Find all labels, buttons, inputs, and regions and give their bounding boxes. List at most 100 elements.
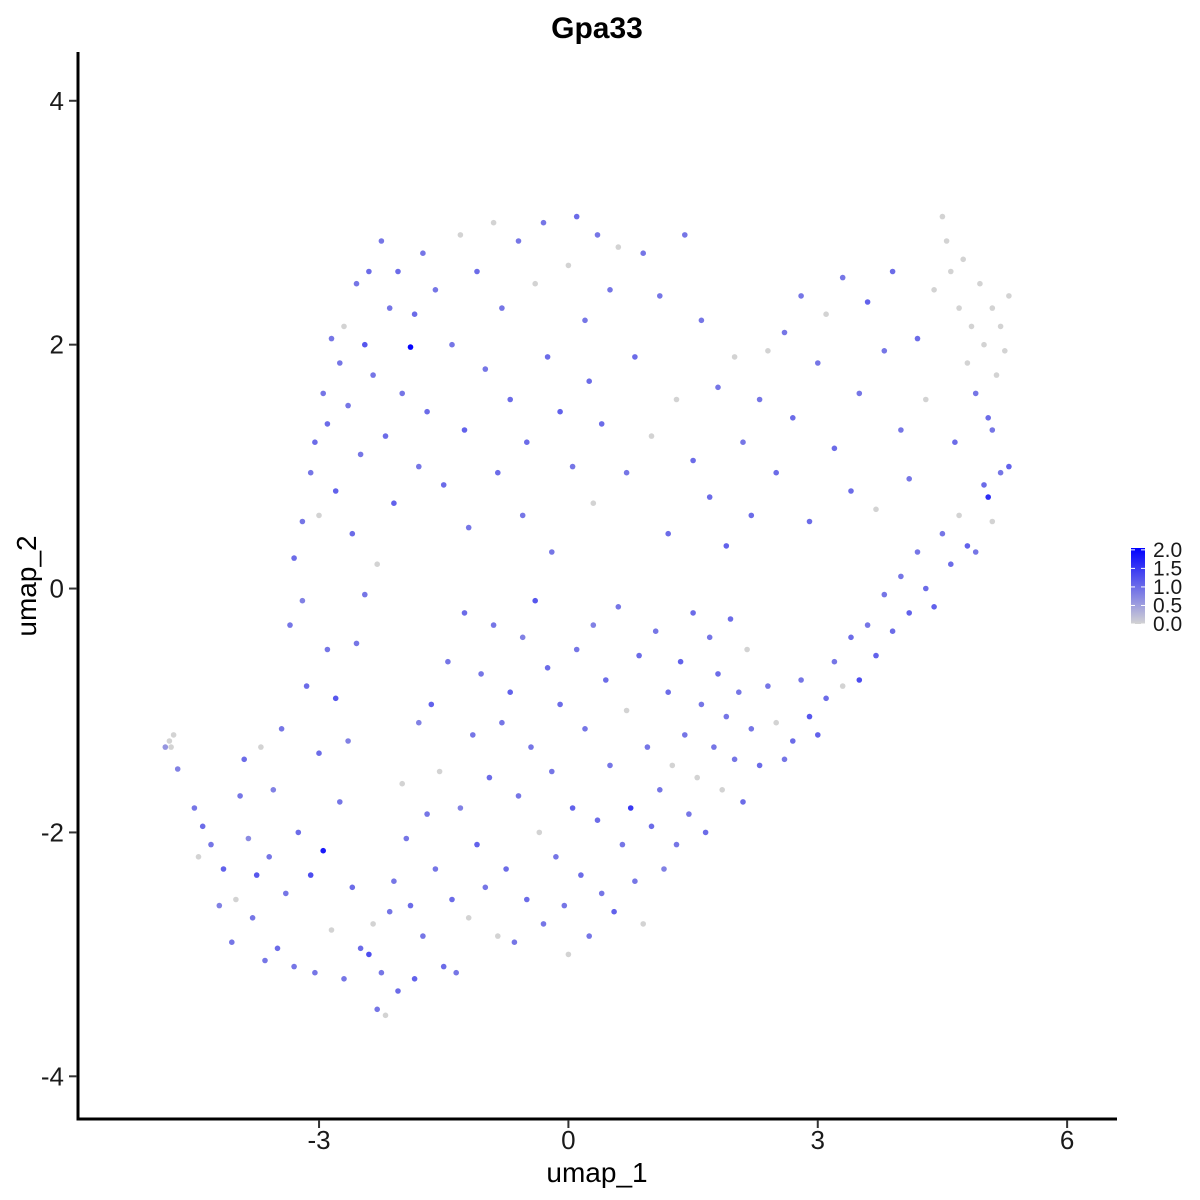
data-point [357,945,364,952]
data-point [881,348,888,354]
data-point [341,323,347,330]
data-point [495,933,501,939]
y-axis-title: umap_2 [11,535,42,636]
data-point [499,305,505,311]
data-point [956,305,962,311]
data-point [823,311,829,318]
data-point [669,762,676,769]
data-point [557,701,563,708]
colorbar-label: 0.5 [1153,594,1182,617]
data-point [582,317,588,324]
data-point [536,829,543,836]
data-point [823,695,829,702]
data-point [486,774,493,781]
data-point [923,585,929,592]
data-point [540,921,547,927]
data-point [490,219,497,226]
data-point [578,872,584,878]
data-point [162,744,169,750]
x-axis-ticks: -3 0 3 6 [307,1120,1074,1155]
y-tick-label: -4 [41,1061,64,1091]
data-point [557,408,563,415]
data-point [374,561,381,567]
data-point [748,512,755,519]
data-point [690,610,696,616]
data-point [573,213,580,220]
data-point [166,738,173,744]
data-point [245,835,252,842]
data-point [549,549,555,555]
colorbar-label: 1.0 [1153,576,1182,599]
data-point [287,622,293,628]
data-point [573,646,580,653]
data-point [549,768,555,775]
data-point [168,744,174,750]
data-point [366,268,372,275]
data-point [972,390,979,397]
data-point [914,335,921,342]
data-point [416,719,422,726]
data-point [989,305,996,311]
data-point [636,652,642,659]
data-point [278,726,285,732]
data-point [374,1006,381,1013]
data-point [665,530,671,537]
data-point [495,469,501,476]
data-point [515,793,522,799]
data-point [544,665,551,671]
data-point [507,689,513,695]
data-point [569,463,576,470]
data-point [906,476,912,482]
data-point [943,238,950,244]
data-point [665,689,671,695]
data-point [731,354,738,360]
data-point [898,427,904,433]
data-point [898,573,904,580]
data-point [673,841,680,848]
data-point [748,726,755,732]
data-point [316,512,322,519]
data-point [611,908,617,915]
data-point [981,341,987,348]
data-point [736,689,742,695]
data-point [386,305,393,311]
data-point [507,396,513,403]
data-point [399,780,406,787]
data-point [353,640,360,647]
data-point [640,250,646,256]
data-point [345,402,351,409]
data-point [806,713,813,720]
data-point [490,622,497,628]
data-point [391,878,397,884]
data-point [432,866,439,872]
data-point [690,457,696,464]
data-point [519,512,526,519]
data-point [773,469,779,476]
data-point [790,738,796,744]
data-point [997,323,1004,330]
data-point [677,658,684,665]
data-point [989,427,996,433]
data-point [432,287,439,293]
data-point [744,646,750,653]
data-point [590,500,597,507]
data-point [332,695,339,702]
data-point [270,787,277,793]
data-point [815,732,821,738]
data-point [632,354,638,360]
y-tick-label: 4 [50,86,64,116]
data-point [644,744,651,750]
data-point [482,884,489,891]
data-point [603,677,609,683]
data-point [436,768,443,775]
data-point [395,988,401,994]
chart-title: Gpa33 [551,12,643,45]
data-point [806,518,813,525]
data-point [657,787,663,793]
data-point [864,299,871,305]
data-point [798,293,804,299]
data-point [790,415,796,421]
data-point [719,787,725,793]
data-point [262,957,268,964]
data-point [715,384,721,391]
